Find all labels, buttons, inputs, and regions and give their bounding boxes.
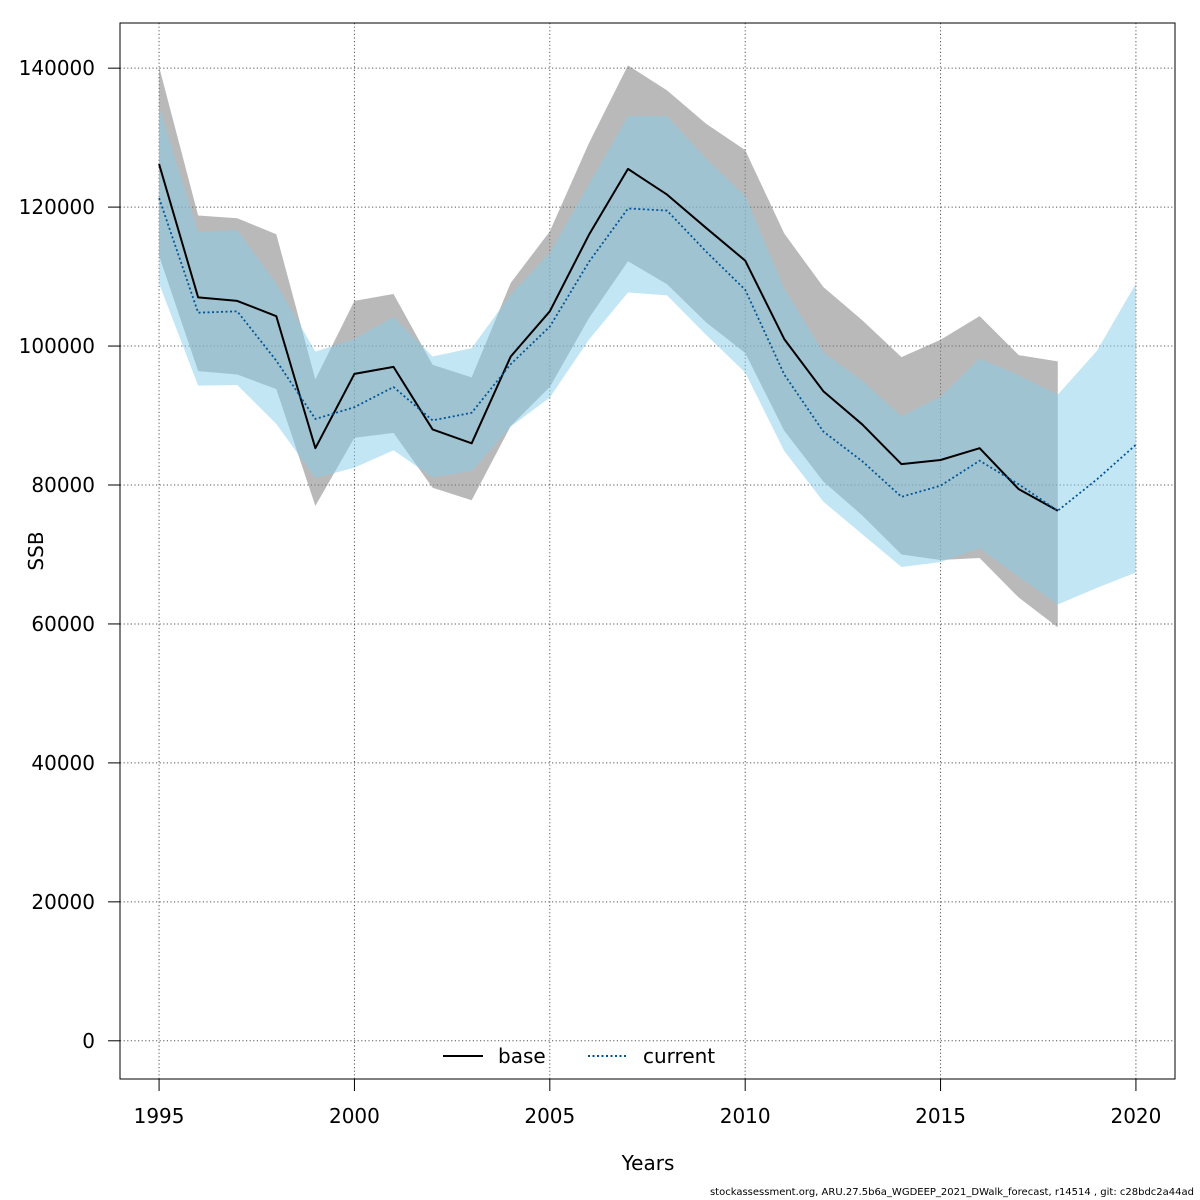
x-tick-label-1995: 1995 bbox=[134, 1104, 185, 1128]
axes: 1995 2000 2005 2010 2015 2020 0 20000 40000 60000… bbox=[19, 56, 1162, 1128]
series-lines bbox=[158, 163, 1137, 512]
confidence-bands bbox=[159, 65, 1136, 628]
series-line-current bbox=[158, 197, 1137, 512]
x-axis-title: Years bbox=[621, 1151, 675, 1175]
y-tick-label-20000: 20000 bbox=[31, 890, 95, 914]
y-tick-label-0: 0 bbox=[82, 1029, 95, 1053]
confidence-band-current bbox=[159, 107, 1136, 605]
y-tick-label-100000: 100000 bbox=[19, 334, 95, 358]
footer-source-text: stockassessment.org, ARU.27.5b6a_WGDEEP_… bbox=[709, 1187, 1194, 1198]
legend: base current bbox=[443, 1044, 715, 1068]
series-line-base bbox=[158, 163, 1059, 512]
legend-label-base: base bbox=[498, 1044, 546, 1068]
x-tick-label-2015: 2015 bbox=[915, 1104, 966, 1128]
y-axis-title: SSB bbox=[24, 531, 48, 570]
x-tick-label-2000: 2000 bbox=[329, 1104, 380, 1128]
y-tick-label-80000: 80000 bbox=[31, 473, 95, 497]
x-tick-label-2005: 2005 bbox=[524, 1104, 575, 1128]
y-tick-label-140000: 140000 bbox=[19, 56, 95, 80]
legend-label-current: current bbox=[643, 1044, 715, 1068]
y-tick-label-40000: 40000 bbox=[31, 751, 95, 775]
y-tick-label-60000: 60000 bbox=[31, 612, 95, 636]
x-tick-label-2020: 2020 bbox=[1110, 1104, 1161, 1128]
x-tick-label-2010: 2010 bbox=[720, 1104, 771, 1128]
y-tick-label-120000: 120000 bbox=[19, 195, 95, 219]
